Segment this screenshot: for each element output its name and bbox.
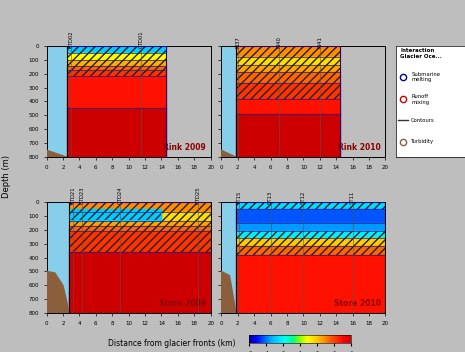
Text: Store 2009: Store 2009	[159, 299, 206, 308]
Text: Submarine
melting: Submarine melting	[411, 71, 440, 82]
Text: CTD01: CTD01	[139, 30, 143, 48]
Text: ST11: ST11	[350, 190, 355, 204]
Text: CTD24: CTD24	[118, 186, 123, 204]
Text: CTD02: CTD02	[69, 30, 73, 48]
Polygon shape	[46, 150, 67, 157]
Text: ST12: ST12	[301, 190, 306, 204]
Polygon shape	[221, 271, 236, 313]
Text: Rink 2009: Rink 2009	[163, 143, 206, 152]
Polygon shape	[46, 271, 69, 313]
Text: ST13: ST13	[268, 191, 273, 204]
Text: Distance from glacier fronts (km): Distance from glacier fronts (km)	[108, 339, 236, 348]
Text: Store 2010: Store 2010	[333, 299, 380, 308]
Text: Runoff
mixing: Runoff mixing	[411, 94, 429, 105]
Text: CTD25: CTD25	[196, 186, 201, 204]
Text: Depth (m): Depth (m)	[2, 155, 12, 197]
Text: CTD21: CTD21	[70, 186, 75, 204]
Text: CTD23: CTD23	[80, 187, 84, 204]
Text: RI40: RI40	[276, 36, 281, 48]
Polygon shape	[221, 150, 236, 157]
Text: Rink 2010: Rink 2010	[338, 143, 380, 152]
Text: RI37: RI37	[235, 36, 240, 48]
Text: Turbidity: Turbidity	[411, 139, 434, 144]
Text: RI41: RI41	[317, 36, 322, 48]
Text: Contours: Contours	[411, 118, 435, 123]
Text: ST15: ST15	[237, 190, 242, 204]
Text: Interaction
Glacier Oce...: Interaction Glacier Oce...	[400, 48, 442, 59]
